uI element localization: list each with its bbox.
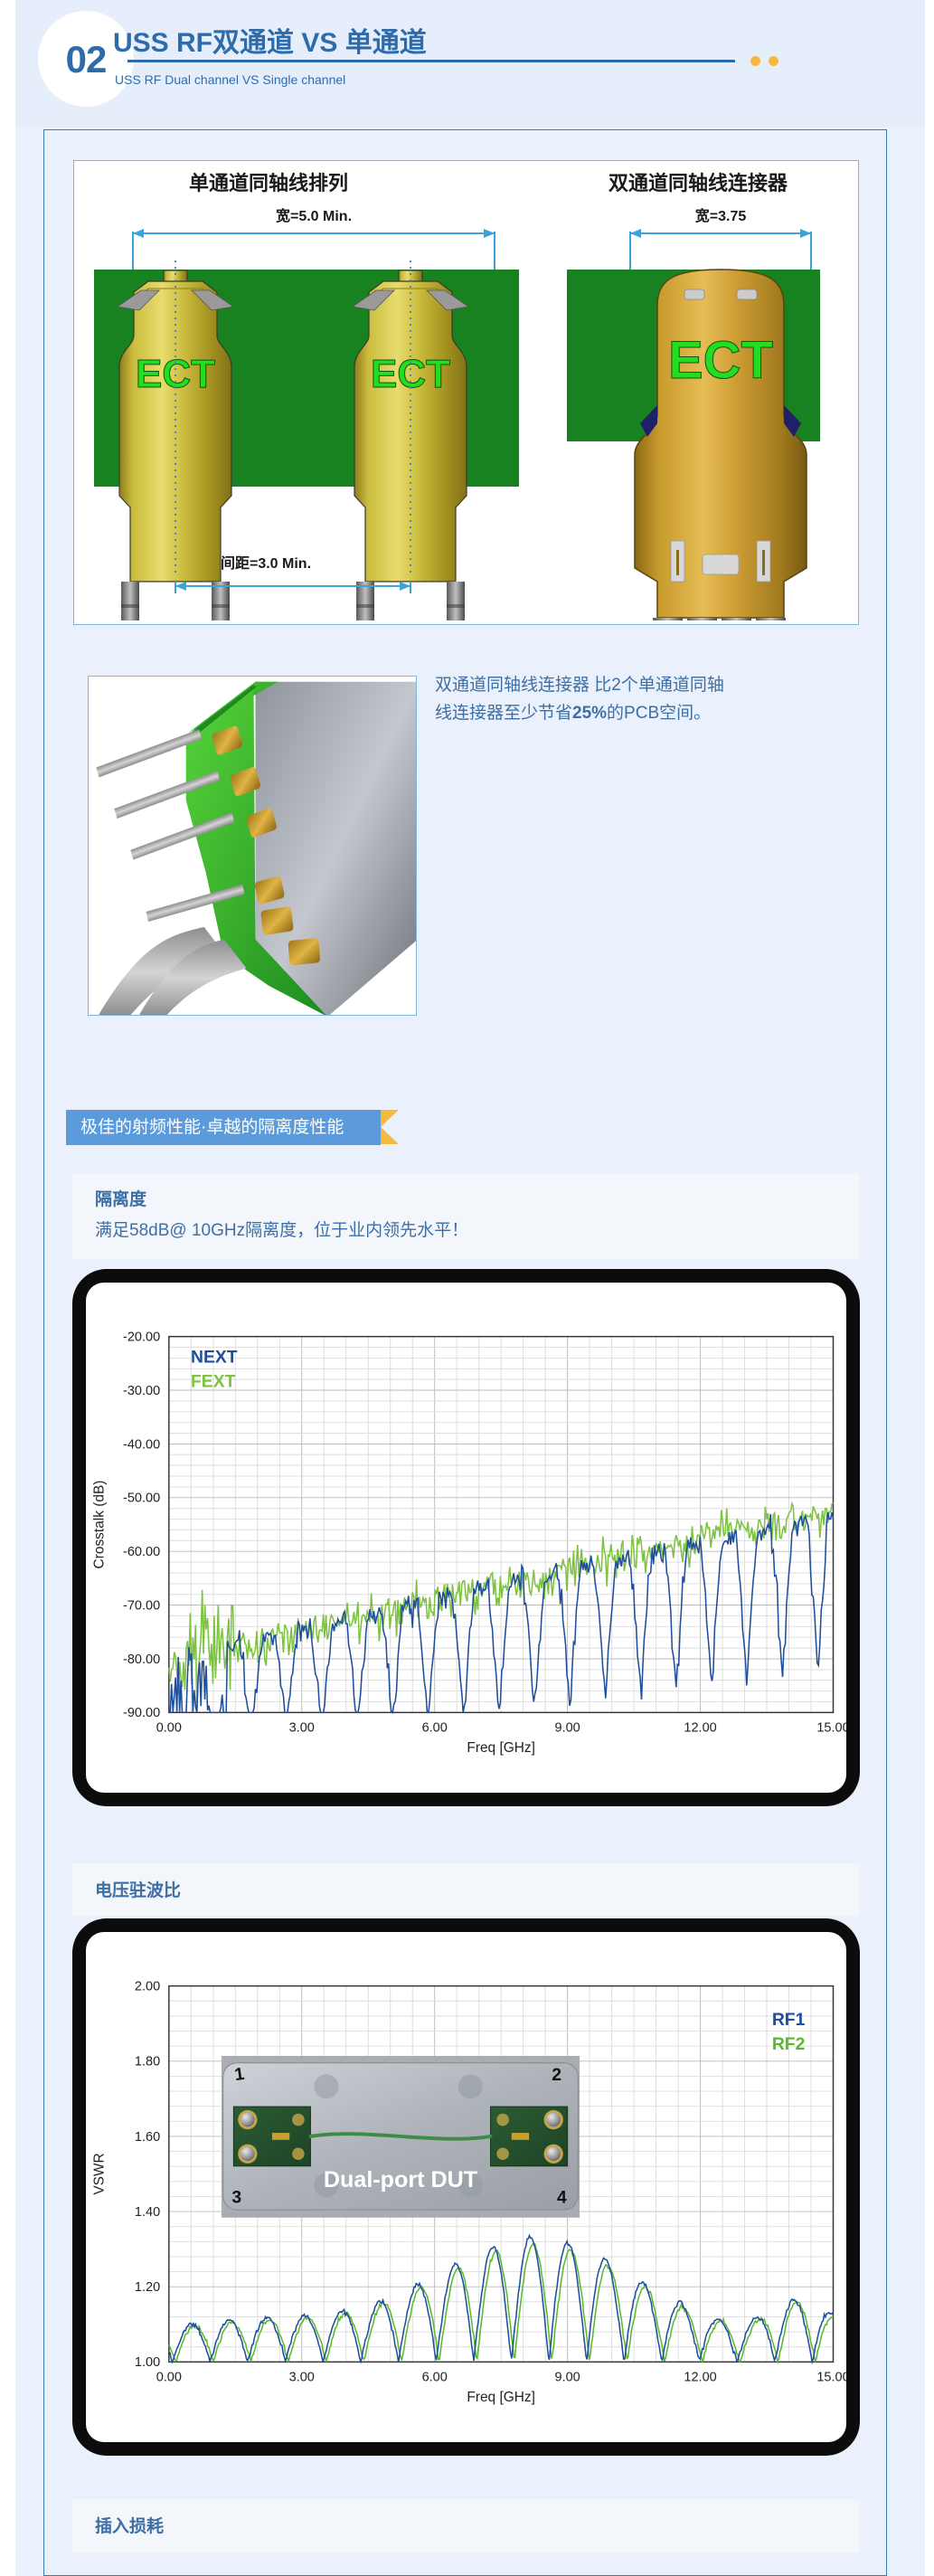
- svg-text:4: 4: [557, 2188, 567, 2207]
- svg-text:12.00: 12.00: [684, 2371, 716, 2385]
- svg-text:-90.00: -90.00: [123, 1706, 160, 1720]
- svg-text:3: 3: [231, 2188, 241, 2207]
- svg-text:-60.00: -60.00: [123, 1545, 160, 1559]
- svg-text:6.00: 6.00: [422, 1721, 448, 1736]
- svg-text:-40.00: -40.00: [123, 1437, 160, 1452]
- svg-text:15.00: 15.00: [816, 1721, 846, 1736]
- svg-text:RF1: RF1: [772, 2011, 806, 2030]
- svg-text:1.20: 1.20: [135, 2280, 160, 2295]
- svg-text:12.00: 12.00: [684, 1721, 716, 1736]
- svg-text:-30.00: -30.00: [123, 1384, 160, 1398]
- svg-text:0.00: 0.00: [156, 1721, 182, 1736]
- svg-text:3.00: 3.00: [289, 1721, 315, 1736]
- svg-text:9.00: 9.00: [555, 2371, 580, 2385]
- svg-text:宽=3.75: 宽=3.75: [695, 207, 747, 224]
- svg-text:间距=3.0 Min.: 间距=3.0 Min.: [221, 554, 311, 572]
- svg-text:2: 2: [552, 2066, 561, 2085]
- svg-text:双通道同轴线连接器: 双通道同轴线连接器: [609, 172, 788, 194]
- svg-text:6.00: 6.00: [422, 2371, 448, 2385]
- svg-text:1.60: 1.60: [135, 2130, 160, 2145]
- svg-text:ECT: ECT: [668, 331, 773, 390]
- svg-text:Freq [GHz]: Freq [GHz]: [467, 1740, 535, 1756]
- svg-text:0.00: 0.00: [156, 2371, 182, 2385]
- svg-text:Dual-port DUT: Dual-port DUT: [324, 2167, 478, 2192]
- svg-text:-50.00: -50.00: [123, 1492, 160, 1506]
- svg-text:1.00: 1.00: [135, 2355, 160, 2370]
- svg-text:单通道同轴线排列: 单通道同轴线排列: [189, 172, 348, 194]
- svg-text:2.00: 2.00: [135, 1980, 160, 1994]
- svg-text:15.00: 15.00: [816, 2371, 846, 2385]
- svg-text:-20.00: -20.00: [123, 1331, 160, 1345]
- svg-text:-70.00: -70.00: [123, 1598, 160, 1613]
- svg-text:1.80: 1.80: [135, 2055, 160, 2069]
- svg-text:Crosstalk (dB): Crosstalk (dB): [91, 1481, 107, 1569]
- svg-text:VSWR: VSWR: [91, 2153, 107, 2194]
- svg-text:FEXT: FEXT: [191, 1373, 236, 1392]
- svg-text:3.00: 3.00: [289, 2371, 315, 2385]
- svg-text:宽=5.0 Min.: 宽=5.0 Min.: [276, 207, 352, 224]
- svg-text:NEXT: NEXT: [191, 1349, 238, 1368]
- svg-text:ECT: ECT: [136, 352, 215, 396]
- svg-text:Freq [GHz]: Freq [GHz]: [467, 2390, 535, 2405]
- svg-text:1.40: 1.40: [135, 2205, 160, 2220]
- svg-text:ECT: ECT: [371, 352, 450, 396]
- svg-text:9.00: 9.00: [555, 1721, 580, 1736]
- svg-text:RF2: RF2: [772, 2035, 806, 2054]
- svg-text:-80.00: -80.00: [123, 1653, 160, 1667]
